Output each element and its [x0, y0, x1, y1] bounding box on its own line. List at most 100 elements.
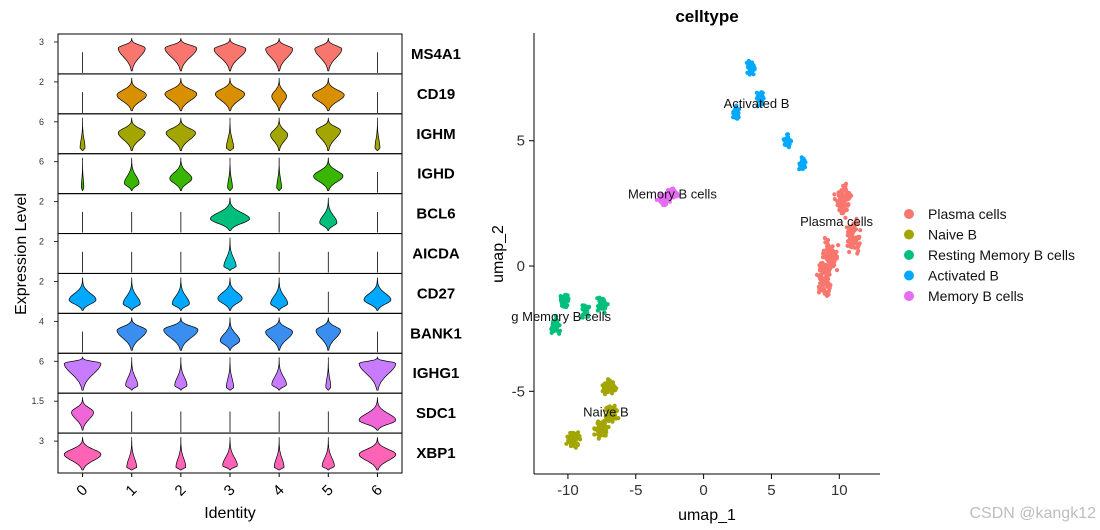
umap-point — [843, 184, 848, 189]
umap-point — [600, 300, 605, 305]
violin-ighg1-5 — [325, 357, 332, 391]
legend-swatch — [904, 270, 914, 281]
umap-point — [592, 426, 597, 431]
umap-point — [564, 304, 569, 309]
umap-point — [858, 228, 863, 233]
violin-tick-label: 1.5 — [31, 396, 44, 406]
violin-ighd-5 — [313, 157, 344, 191]
umap-point — [668, 193, 673, 198]
violin-tick-label: 2 — [39, 237, 44, 247]
umap-point — [801, 161, 806, 166]
gene-label-xbp1: XBP1 — [416, 445, 455, 462]
violin-ighm-1 — [117, 117, 146, 152]
violin-tick-label: 4 — [39, 316, 44, 326]
identity-label-2: 2 — [172, 482, 190, 500]
umap-point — [787, 141, 792, 146]
umap-point — [831, 264, 836, 269]
umap-x-tick-label: 0 — [699, 482, 707, 499]
umap-point — [856, 243, 861, 248]
umap-point — [846, 202, 851, 207]
violin-cd27-3 — [217, 277, 243, 311]
umap-point — [825, 240, 830, 245]
gene-label-ighm: IGHM — [416, 126, 455, 143]
violin-bcl6-3 — [210, 197, 250, 231]
gene-label-sdc1: SDC1 — [416, 405, 456, 422]
violin-bank1-1 — [116, 317, 147, 351]
violin-x-axis-title: Identity — [204, 505, 256, 522]
umap-point — [606, 412, 611, 417]
gene-label-bank1: BANK1 — [410, 325, 462, 342]
gene-label-cd19: CD19 — [417, 86, 455, 103]
cluster-label: g Memory B cells — [511, 309, 611, 324]
gene-label-bcl6: BCL6 — [416, 206, 455, 223]
violin-ighg1-1 — [125, 357, 139, 391]
umap-point — [851, 228, 857, 233]
umap-point — [557, 331, 562, 336]
violin-tick-label: 6 — [39, 356, 44, 366]
violin-ighm-3 — [225, 117, 235, 152]
violin-tick-label: 2 — [39, 197, 44, 207]
violin-cd27-2 — [171, 277, 190, 311]
umap-x-tick-label: 5 — [767, 482, 775, 499]
umap-point — [585, 310, 590, 315]
violin-cd19-2 — [164, 77, 198, 112]
violin-ighm-5 — [315, 117, 341, 152]
violin-sdc1-0 — [71, 397, 94, 431]
cluster-label: Naive B — [583, 404, 629, 419]
violin-ighm-4 — [270, 117, 289, 152]
umap-point — [596, 425, 601, 430]
umap-point — [667, 199, 672, 204]
violin-ighd-2 — [169, 157, 193, 191]
umap-point — [852, 223, 857, 228]
umap-point — [800, 158, 805, 163]
umap-point — [562, 295, 567, 300]
umap-y-tick-label: -5 — [512, 383, 525, 400]
umap-point — [659, 191, 664, 197]
umap-point — [571, 431, 576, 436]
violin-ighm-0 — [79, 117, 86, 152]
umap-point — [606, 379, 611, 384]
violin-ms4a1-5 — [314, 37, 343, 72]
cluster-label: Activated B — [724, 96, 790, 111]
umap-point — [825, 252, 830, 257]
umap-point — [670, 186, 675, 191]
umap-point — [602, 310, 607, 315]
watermark: CSDN @kangk12 — [969, 505, 1096, 522]
umap-point — [601, 433, 606, 438]
umap-point — [662, 200, 667, 205]
identity-label-0: 0 — [73, 482, 91, 500]
umap-point — [578, 437, 583, 442]
umap-point — [817, 273, 822, 278]
umap-point — [592, 432, 597, 437]
umap-point — [674, 191, 680, 196]
umap-point — [579, 315, 584, 320]
umap-point — [607, 416, 612, 421]
umap-point — [848, 244, 853, 249]
umap-point — [659, 198, 664, 203]
violin-tick-label: 6 — [39, 157, 44, 167]
umap-point — [583, 306, 588, 311]
umap-point — [844, 207, 849, 212]
umap-point — [613, 412, 618, 417]
violin-bank1-5 — [315, 317, 341, 351]
violin-ighg1-2 — [174, 357, 188, 391]
umap-y-tick-label: 0 — [517, 258, 525, 275]
umap-point — [755, 104, 760, 109]
violin-ighd-3 — [227, 157, 233, 191]
violin-xbp1-1 — [126, 437, 137, 471]
umap-point — [604, 384, 609, 389]
umap-point — [827, 286, 832, 291]
umap-point — [595, 308, 600, 313]
umap-point — [563, 300, 568, 305]
umap-point — [825, 275, 830, 280]
umap-point — [751, 72, 756, 77]
violin-tick-label: 3 — [39, 436, 44, 446]
umap-point — [663, 192, 668, 197]
umap-point — [732, 108, 737, 113]
gene-label-ighd: IGHD — [417, 166, 455, 183]
umap-point — [610, 417, 615, 422]
violin-bank1-3 — [219, 317, 241, 351]
violin-ighg1-4 — [271, 357, 287, 391]
umap-point — [734, 116, 739, 121]
umap-point — [654, 197, 659, 202]
